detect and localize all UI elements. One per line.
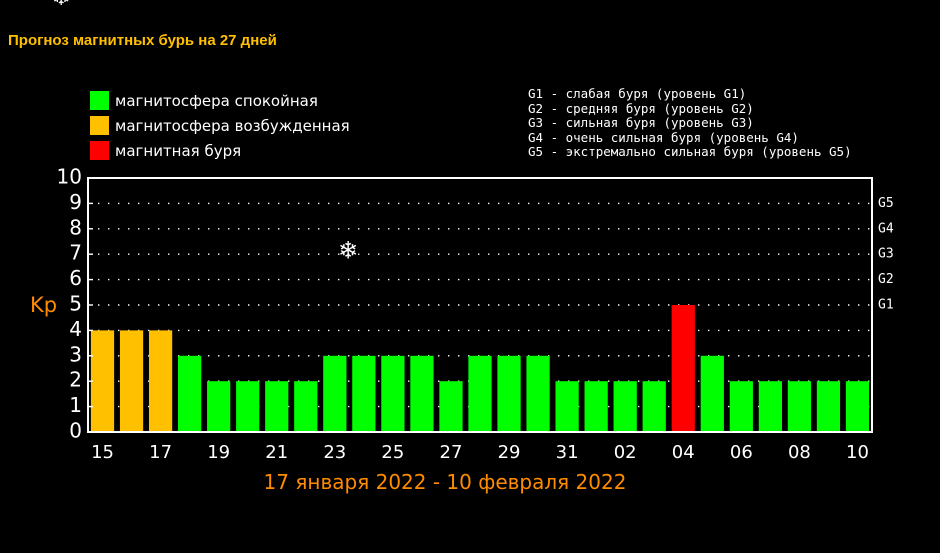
y-tick-label: 6 — [69, 266, 82, 290]
legend-label: магнитосфера спокойная — [115, 91, 318, 110]
snowflake-icon: ❄ — [52, 0, 70, 10]
legend-swatch-calm — [90, 91, 109, 110]
bar — [236, 381, 260, 432]
bar — [642, 381, 666, 432]
y-tick-label: 9 — [69, 190, 82, 214]
legend-label: магнитная буря — [115, 141, 242, 160]
snowflake-icon: ❄ — [338, 237, 358, 265]
y-tick-label: 1 — [69, 393, 82, 417]
g-level-label: G4 — [878, 221, 894, 236]
page-title: Прогноз магнитных бурь на 27 дней — [8, 32, 277, 49]
x-tick-label: 15 — [91, 442, 114, 463]
x-tick-label: 23 — [323, 442, 346, 463]
x-tick-label: 21 — [265, 442, 288, 463]
x-tick-label: 06 — [730, 442, 753, 463]
legend-label: магнитосфера возбужденная — [115, 116, 350, 135]
g-level-row: G1 - слабая буря (уровень G1) — [528, 86, 747, 101]
y-tick-label: 5 — [69, 292, 82, 316]
x-tick-label: 10 — [846, 442, 869, 463]
g-level-label: G5 — [878, 196, 894, 211]
legend-swatch-excited — [90, 116, 109, 135]
x-tick-label: 17 — [149, 442, 172, 463]
g-level-row: G2 - средняя буря (уровень G2) — [528, 100, 754, 116]
x-tick-label: 02 — [614, 442, 637, 463]
y-tick-label: 0 — [69, 419, 82, 443]
y-tick-label: 8 — [69, 215, 82, 239]
bar — [845, 381, 870, 432]
legend-item-storm: магнитная буря — [90, 138, 350, 163]
x-axis-title: 17 января 2022 - 10 февраля 2022 — [264, 470, 627, 494]
bar — [613, 381, 637, 432]
x-tick-label: 08 — [788, 442, 811, 463]
g-level-legend: G1 - слабая буря (уровень G1) G2 - средн… — [528, 86, 852, 160]
bar — [265, 381, 289, 432]
bar — [207, 381, 231, 432]
bar — [410, 355, 434, 432]
y-tick-label: 3 — [69, 342, 82, 366]
bar — [584, 381, 608, 432]
g-level-row: G3 - сильная буря (уровень G3) — [528, 115, 754, 131]
x-tick-label: 27 — [440, 442, 463, 463]
bar — [439, 381, 463, 432]
bar — [381, 355, 405, 432]
x-tick-label: 04 — [672, 442, 695, 463]
y-tick-label: 4 — [69, 317, 82, 341]
bar — [148, 330, 173, 432]
x-tick-label: 29 — [498, 442, 521, 463]
y-tick-label: 10 — [57, 165, 82, 189]
bar — [497, 355, 521, 432]
legend-item-calm: магнитосфера спокойная — [90, 88, 350, 113]
legend-swatch-storm — [90, 141, 109, 160]
bar — [468, 355, 492, 432]
y-tick-label: 2 — [69, 368, 82, 392]
bar — [90, 330, 115, 432]
bar — [526, 355, 550, 432]
y-tick-label: 7 — [69, 241, 82, 265]
legend-item-excited: магнитосфера возбужденная — [90, 113, 350, 138]
bar — [352, 355, 376, 432]
x-tick-label: 31 — [556, 442, 579, 463]
g-level-label: G2 — [878, 272, 894, 287]
y-axis-title: Kp — [30, 293, 57, 317]
bar — [758, 381, 782, 432]
g-level-row: G5 - экстремально сильная буря (уровень … — [528, 144, 852, 160]
legend: магнитосфера спокойная магнитосфера возб… — [90, 88, 350, 163]
bar — [787, 381, 812, 432]
bar — [119, 330, 144, 432]
g-level-row: G4 - очень сильная буря (уровень G4) — [528, 129, 799, 145]
bar — [671, 305, 695, 432]
g-level-label: G1 — [878, 298, 894, 313]
bar — [816, 381, 841, 432]
bar — [700, 355, 724, 432]
x-tick-label: 19 — [207, 442, 230, 463]
bar — [178, 355, 202, 432]
bar — [323, 355, 347, 432]
g-level-label: G3 — [878, 247, 894, 262]
x-tick-label: 25 — [381, 442, 404, 463]
bar — [294, 381, 318, 432]
bar — [729, 381, 753, 432]
bar — [555, 381, 579, 432]
